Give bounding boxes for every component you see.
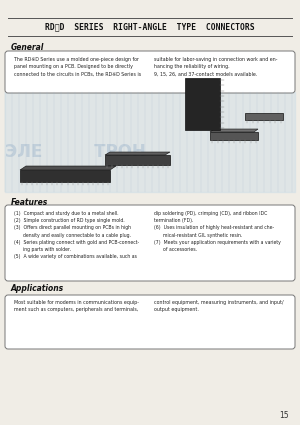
- Bar: [105, 155, 170, 165]
- Text: control equipment, measuring instruments, and input/
output equipment.: control equipment, measuring instruments…: [154, 300, 284, 312]
- Bar: [210, 132, 258, 140]
- Text: Features: Features: [11, 198, 48, 207]
- Text: 15: 15: [279, 411, 289, 420]
- Text: General: General: [11, 43, 44, 52]
- Text: The RD※D Series use a molded one-piece design for
panel mounting on a PCB. Desig: The RD※D Series use a molded one-piece d…: [14, 57, 141, 77]
- Text: (1)  Compact and sturdy due to a metal shell.
(2)  Simple construction of RD typ: (1) Compact and sturdy due to a metal sh…: [14, 211, 139, 259]
- Text: ЭЛЕ         ТРОН: ЭЛЕ ТРОН: [4, 143, 146, 161]
- Polygon shape: [105, 152, 170, 155]
- Bar: [245, 113, 283, 120]
- Bar: [185, 78, 220, 130]
- Text: dip soldering (PD), crimping (CD), and ribbon IDC
termination (FD).
(6)  Uses in: dip soldering (PD), crimping (CD), and r…: [154, 211, 281, 252]
- FancyBboxPatch shape: [5, 205, 295, 281]
- Text: Applications: Applications: [11, 284, 64, 293]
- Polygon shape: [20, 166, 116, 170]
- FancyBboxPatch shape: [5, 51, 295, 93]
- Text: RD※D  SERIES  RIGHT-ANGLE  TYPE  CONNECTORS: RD※D SERIES RIGHT-ANGLE TYPE CONNECTORS: [45, 23, 255, 31]
- Bar: [20, 170, 110, 182]
- Text: Most suitable for modems in communications equip-
ment such as computers, periph: Most suitable for modems in communicatio…: [14, 300, 139, 312]
- FancyBboxPatch shape: [5, 295, 295, 349]
- Text: suitable for labor-saving in connection work and en-
hancing the reliability of : suitable for labor-saving in connection …: [154, 57, 278, 77]
- Polygon shape: [210, 129, 258, 132]
